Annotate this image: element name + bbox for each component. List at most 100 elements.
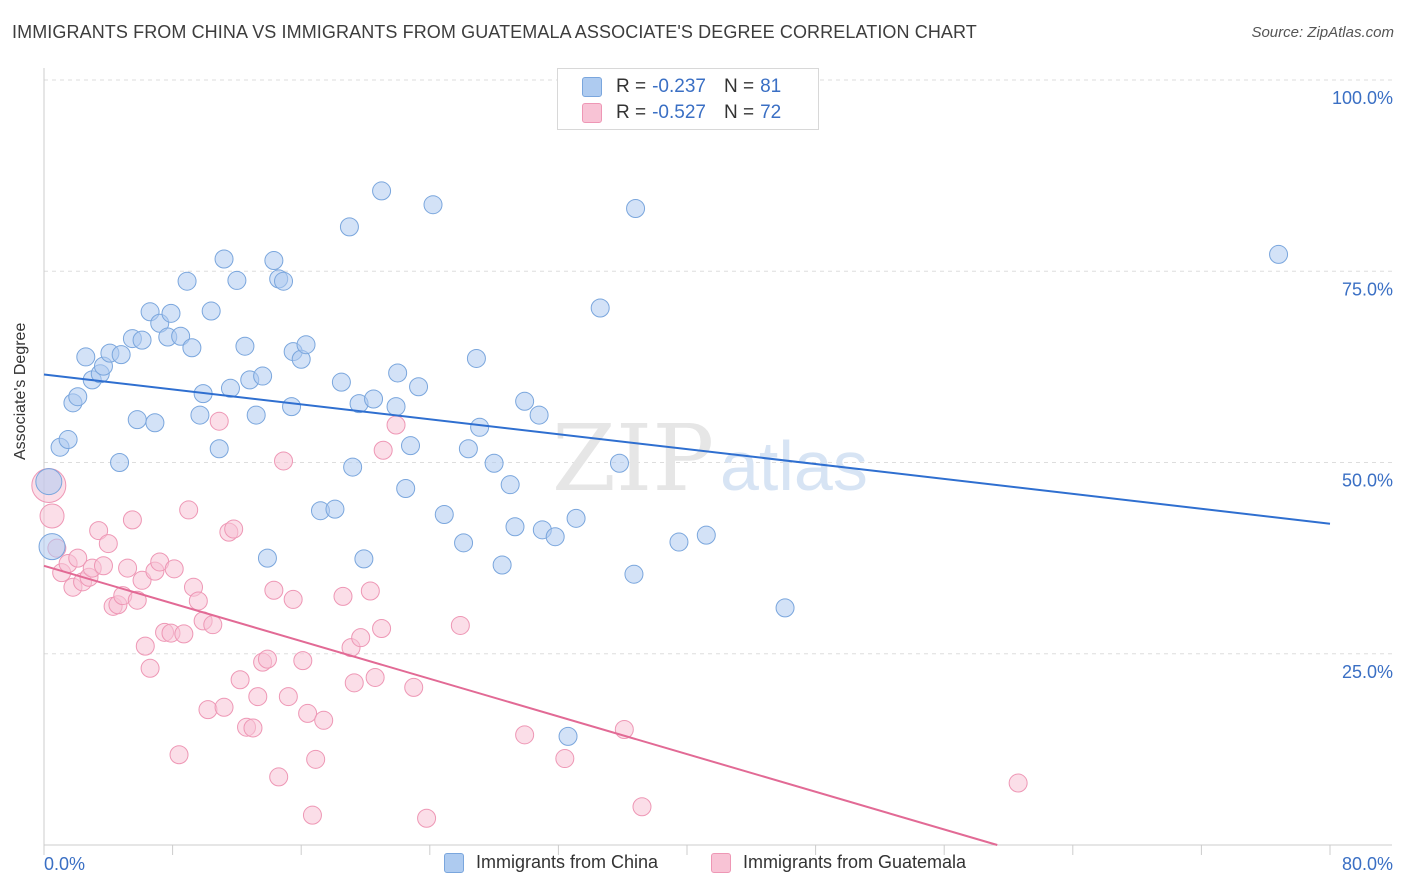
chart-title: IMMIGRANTS FROM CHINA VS IMMIGRANTS FROM… (12, 22, 977, 42)
data-point-china (558, 726, 578, 746)
data-point-china (458, 439, 478, 459)
data-point-china (626, 199, 646, 219)
y-tick-label: 75.0% (1342, 279, 1393, 299)
data-point-guatemala (450, 615, 470, 635)
trend-lines (43, 373, 1331, 846)
stats-n-label: N = (723, 76, 755, 97)
data-point-guatemala (174, 624, 194, 644)
data-point-china (396, 479, 416, 499)
data-point-china (505, 517, 525, 537)
watermark-zip: ZIP (552, 405, 714, 512)
data-point-guatemala (302, 805, 322, 825)
data-point-guatemala (135, 636, 155, 656)
data-point-china (339, 217, 359, 237)
legend-label-guatemala: Immigrants from Guatemala (743, 852, 967, 872)
data-point-guatemala (122, 510, 142, 530)
data-point-guatemala (118, 558, 138, 578)
axes (43, 68, 1392, 855)
data-point-guatemala (333, 586, 353, 606)
data-point-china (343, 457, 363, 477)
data-point-china (190, 405, 210, 425)
data-point-china (282, 397, 302, 417)
data-point-china (145, 413, 165, 433)
data-point-china (331, 372, 351, 392)
data-point-china (590, 298, 610, 318)
data-point-guatemala (132, 570, 152, 590)
data-point-guatemala (386, 415, 406, 435)
stats-r-value-guatemala: -0.527 (652, 102, 706, 123)
trend-line-guatemala (43, 564, 998, 846)
data-point-guatemala (203, 615, 223, 635)
legend-swatch-guatemala (711, 852, 731, 873)
data-point-guatemala (98, 534, 118, 554)
data-point-guatemala (365, 667, 385, 687)
stats-swatch-china (582, 77, 602, 97)
data-point-china (264, 251, 284, 271)
data-point-china (58, 430, 78, 450)
data-point-guatemala (264, 580, 284, 600)
stats-row-guatemala: R = -0.527 N = 72 (582, 100, 781, 126)
data-point-guatemala (179, 500, 199, 520)
data-point-china (257, 548, 277, 568)
data-point-guatemala (283, 589, 303, 609)
data-point-china (484, 453, 504, 473)
legend-item-china[interactable]: Immigrants from China (444, 852, 658, 873)
stats-row-china: R = -0.237 N = 81 (582, 74, 781, 100)
stats-r-label: R = (616, 76, 647, 97)
legend-item-guatemala[interactable]: Immigrants from Guatemala (711, 852, 966, 873)
data-point-china (246, 405, 266, 425)
data-point-china (161, 303, 181, 323)
data-point-guatemala (127, 590, 147, 610)
data-point-guatemala (293, 651, 313, 671)
grid-lines (44, 79, 1392, 655)
data-point-china (182, 338, 202, 358)
data-point-guatemala (224, 519, 244, 539)
data-point-guatemala (198, 700, 218, 720)
data-point-china (209, 439, 229, 459)
data-point-guatemala (404, 677, 424, 697)
stats-r-label: R = (616, 102, 647, 123)
data-point-guatemala (140, 658, 160, 678)
data-point-guatemala (243, 718, 263, 738)
data-point-china (609, 453, 629, 473)
data-point-china (111, 345, 131, 365)
data-point-china (529, 405, 549, 425)
data-point-china (325, 499, 345, 519)
data-point-guatemala (360, 581, 380, 601)
data-point-china (466, 348, 486, 368)
watermark-atlas: atlas (720, 427, 868, 505)
bottom-legend: Immigrants from China Immigrants from Gu… (0, 852, 1406, 878)
data-point-china (423, 195, 443, 215)
data-point-guatemala (372, 619, 392, 639)
data-point-guatemala (169, 745, 189, 765)
data-point-china (409, 377, 429, 397)
y-tick-label: 100.0% (1332, 88, 1393, 108)
watermark: ZIP atlas (552, 405, 868, 512)
data-point-china (492, 555, 512, 575)
data-point-guatemala (632, 797, 652, 817)
data-point-guatemala (269, 767, 289, 787)
data-point-china (364, 389, 384, 409)
x-tick-label-max: 80.0% (1342, 854, 1393, 874)
data-point-china (235, 336, 255, 356)
data-point-guatemala (93, 556, 113, 576)
data-point-guatemala (278, 687, 298, 707)
data-point-china (110, 453, 130, 472)
data-point-china (545, 527, 565, 547)
data-point-guatemala (515, 725, 535, 745)
data-point-guatemala (1008, 773, 1028, 793)
data-point-china (1269, 244, 1289, 264)
data-point-china (500, 475, 520, 495)
data-point-guatemala (164, 559, 184, 579)
data-point-china (171, 326, 191, 346)
data-point-china (388, 363, 408, 383)
data-point-guatemala (89, 521, 109, 541)
data-point-china (177, 271, 197, 291)
data-point-china (515, 391, 535, 411)
stats-legend-box: R = -0.237 N = 81 R = -0.527 N = 72 (557, 68, 819, 130)
stats-r-value-china: -0.237 (652, 76, 706, 97)
y-tick-label: 50.0% (1342, 471, 1393, 491)
data-point-china (253, 366, 273, 386)
source-label: Source: ZipAtlas.com (1251, 24, 1394, 41)
